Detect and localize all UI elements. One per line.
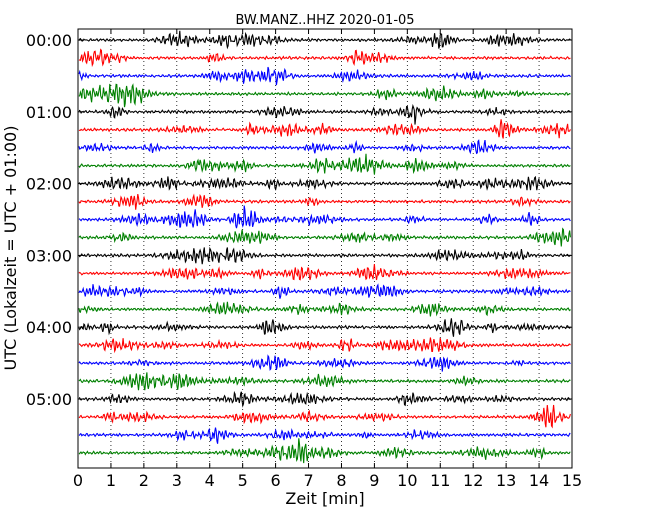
seismogram-trace: [78, 354, 571, 372]
x-tick-label: 4: [205, 471, 215, 490]
y-axis-ticks: 00:00 01:00 02:00 03:00 04:00 05:00: [26, 31, 572, 409]
x-tick-label: 13: [496, 471, 516, 490]
seismogram-trace: [78, 318, 571, 337]
y-tick-label: 02:00: [26, 175, 72, 194]
y-tick-label: 01:00: [26, 103, 72, 122]
seismogram-trace: [78, 48, 571, 68]
y-tick-label: 03:00: [26, 246, 72, 265]
seismogram-trace: [78, 83, 571, 108]
seismogram-trace: [78, 66, 571, 86]
x-tick-label: 6: [271, 471, 281, 490]
seismogram-trace: [78, 205, 571, 229]
seismogram-trace: [78, 153, 571, 175]
y-tick-label: 05:00: [26, 390, 72, 409]
seismogram-trace: [78, 337, 571, 354]
x-tick-label: 8: [336, 471, 346, 490]
x-tick-label: 14: [529, 471, 549, 490]
x-tick-label: 2: [139, 471, 149, 490]
x-axis-label: Zeit [min]: [285, 489, 364, 508]
x-tick-label: 1: [106, 471, 116, 490]
seismogram-trace: [78, 438, 571, 464]
x-tick-label: 15: [562, 471, 582, 490]
y-tick-label: 00:00: [26, 31, 72, 50]
chart-title: BW.MANZ..HHZ 2020-01-05: [235, 13, 414, 28]
seismogram-trace: [78, 301, 571, 317]
seismogram-trace: [78, 119, 571, 139]
x-tick-label: 9: [369, 471, 379, 490]
seismogram-trace: [78, 264, 571, 281]
x-tick-label: 0: [73, 471, 83, 490]
seismogram-traces: [78, 30, 571, 464]
y-axis-label: UTC (Lokalzeit = UTC + 01:00): [1, 126, 20, 371]
seismogram-trace: [78, 30, 571, 50]
seismogram-trace: [78, 372, 571, 391]
x-tick-label: 10: [397, 471, 417, 490]
seismogram-trace: [78, 103, 571, 125]
seismogram-trace: [78, 193, 571, 210]
x-axis-ticks: 0 1 2 3 4 5 6 7 8 9 10 11 12 13 14 15: [73, 29, 582, 490]
x-tick-label: 11: [430, 471, 450, 490]
y-tick-label: 04:00: [26, 318, 72, 337]
seismogram-trace: [78, 246, 571, 265]
x-tick-label: 3: [172, 471, 182, 490]
seismogram-trace: [78, 227, 571, 247]
seismogram-trace: [78, 139, 571, 155]
plot-frame: [77, 28, 573, 469]
seismogram-trace: [78, 427, 571, 444]
seismogram-trace: [78, 175, 571, 191]
x-tick-label: 5: [238, 471, 248, 490]
seismogram-trace: [78, 283, 571, 299]
seismogram-trace: [78, 390, 571, 408]
seismogram-trace: [78, 404, 571, 429]
x-tick-label: 7: [303, 471, 313, 490]
x-tick-label: 12: [463, 471, 483, 490]
